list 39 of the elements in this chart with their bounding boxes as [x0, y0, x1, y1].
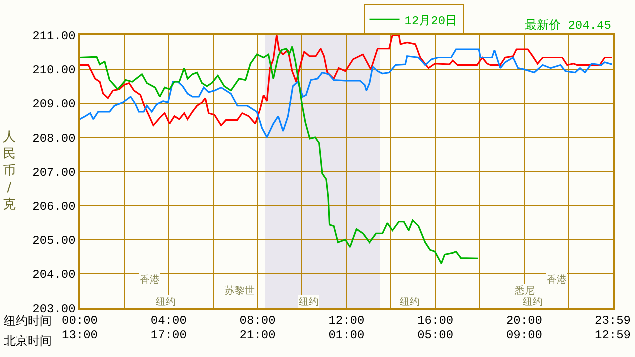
x-tick-label: 08:00	[240, 314, 276, 328]
y-tick-label: 210.00	[32, 64, 76, 78]
y-axis-title: 人民币/克	[3, 130, 16, 213]
annotation: 苏黎世	[225, 285, 255, 297]
annotation: 悉尼	[514, 285, 535, 297]
y-tick-label: 211.00	[32, 29, 76, 44]
annotation: 纽约	[523, 296, 543, 308]
legend-label: 12月20日	[404, 14, 458, 28]
line-series	[80, 46, 480, 265]
x-tick-label: 20:00	[506, 314, 542, 328]
annotation: 纽约	[400, 296, 420, 308]
annotation: 香港	[140, 274, 160, 286]
x-tick-label: 04:00	[150, 314, 187, 328]
x-tick-label: 00:00	[62, 314, 98, 328]
y-tick-label: 205.00	[32, 234, 76, 248]
y-tick-label: 206.00	[32, 200, 76, 214]
y-tick-label: 204.00	[32, 268, 76, 282]
x2-tick-label: 13:00	[62, 328, 98, 343]
x2-tick-label: 12:59	[594, 328, 632, 343]
text: 最新价 204.45	[525, 18, 612, 33]
y-tick-label: 208.00	[32, 132, 76, 146]
x2-tick-label: 05:00	[418, 328, 454, 343]
y-tick-label: 207.00	[32, 166, 76, 180]
y-tick-label: 203.00	[32, 302, 76, 316]
x2-tick-label: 01:00	[328, 328, 365, 343]
x2-tick-label: 21:00	[240, 328, 276, 343]
x2-axis-title: 北京时间	[4, 334, 52, 348]
annotation: 纽约	[156, 296, 176, 308]
y-tick-label: 209.00	[32, 98, 76, 112]
x-tick-label: 12:00	[328, 314, 365, 328]
x2-tick-label: 09:00	[506, 328, 542, 343]
line-series	[80, 48, 613, 138]
annotation: 纽约	[299, 296, 319, 308]
line-series	[80, 35, 613, 126]
annotation: 香港	[547, 274, 567, 286]
x-axis-title: 纽约时间	[4, 314, 52, 328]
x2-tick-label: 17:00	[150, 328, 187, 343]
x-tick-label: 16:00	[418, 314, 454, 328]
x-tick-label: 23:59	[594, 314, 632, 328]
